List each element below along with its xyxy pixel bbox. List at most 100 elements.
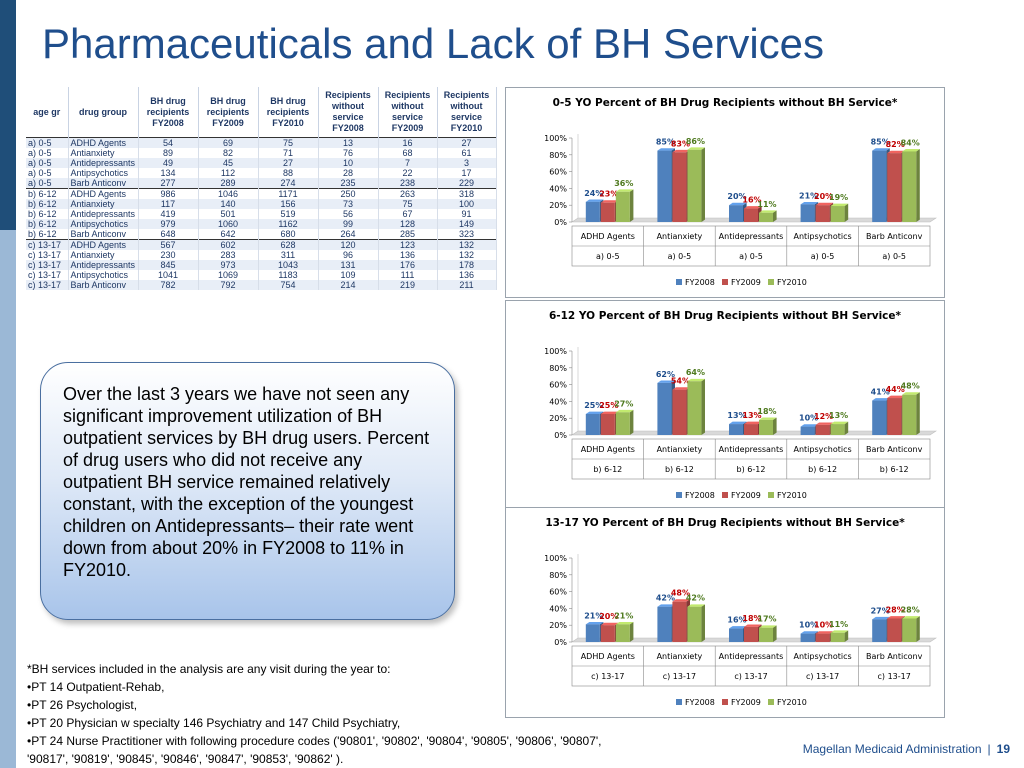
data-label: 86% (686, 137, 705, 146)
table-row: b) 6-12 Antianxiety 117 140 156 73 75 100 (26, 199, 497, 209)
data-label: 41% (871, 388, 890, 397)
bar (657, 148, 675, 222)
bar-top (672, 599, 690, 602)
bar (887, 150, 905, 222)
x-group-label: a) 0-5 (596, 252, 620, 261)
table-cell: 140 (198, 199, 259, 209)
data-label: 18% (742, 614, 761, 623)
table-cell: Antipsychotics (68, 219, 139, 229)
bar-top (759, 417, 777, 420)
table-row: b) 6-12 Antipsychotics 979 1060 1162 99 128 149 (26, 219, 497, 229)
x-group-label: a) 0-5 (739, 252, 763, 261)
bar (687, 378, 705, 435)
table-cell: Barb Anticonv (68, 178, 139, 189)
bar-side (701, 604, 705, 642)
table-cell: 99 (318, 219, 379, 229)
bar-top (600, 622, 619, 626)
footnote-line: •PT 14 Outpatient-Rehab, (27, 680, 165, 694)
x-category-label: ADHD Agents (581, 232, 635, 241)
table-cell: 1162 (258, 219, 319, 229)
legend-label: FY2010 (777, 278, 807, 287)
x-group-label: c) 13-17 (734, 672, 767, 681)
bar-front (830, 632, 845, 642)
table-cell: 88 (258, 168, 319, 178)
table-cell: 49 (138, 158, 199, 168)
bar-front (759, 419, 773, 435)
bar (902, 149, 920, 222)
table-row: a) 0-5 ADHD Agents 54 69 75 13 16 27 (26, 137, 497, 148)
bar-top (887, 616, 905, 619)
y-tick-label: 0% (554, 218, 567, 227)
y-tick-label: 0% (554, 431, 567, 440)
footnote-line: •PT 24 Nurse Practitioner with following… (27, 734, 602, 748)
x-group-label: b) 6-12 (665, 465, 694, 474)
bar (887, 616, 905, 642)
bar-front (657, 382, 672, 435)
table-cell: 1069 (198, 270, 259, 280)
bar-front (672, 389, 687, 435)
data-label: 42% (656, 594, 675, 603)
bar-top (729, 626, 747, 629)
table-cell: Antianxiety (68, 148, 139, 158)
bar-front (600, 202, 615, 222)
chart-title: 0-5 YO Percent of BH Drug Recipients wit… (553, 97, 898, 109)
bar-top (729, 202, 747, 206)
legend-label: FY2010 (777, 491, 807, 500)
data-label: 20% (727, 192, 746, 201)
table-header-cell: drug group (68, 87, 139, 138)
chart-13-17-svg: 13-17 YO Percent of BH Drug Recipients w… (544, 517, 937, 707)
bar-side (773, 210, 777, 222)
table-cell: 642 (198, 229, 259, 240)
table-cell: Antidepressants (68, 260, 139, 270)
bar-front (872, 400, 887, 435)
bar-front (830, 206, 845, 222)
table-row: b) 6-12 Barb Anticonv 648 642 680 264 285 323 (26, 229, 497, 240)
bar-side (916, 149, 920, 222)
legend-swatch (676, 699, 682, 705)
bar-front (729, 205, 743, 222)
data-label: 13% (727, 411, 746, 420)
table-cell: 100 (437, 199, 497, 209)
table-cell: Antidepressants (68, 209, 139, 219)
side-accent-bar (0, 0, 16, 768)
y-tick-label: 100% (544, 554, 567, 563)
table-cell: c) 13-17 (26, 260, 69, 270)
legend-label: FY2008 (685, 278, 715, 287)
table-cell: a) 0-5 (26, 137, 69, 148)
bar (759, 417, 777, 435)
table-cell: a) 0-5 (26, 178, 69, 189)
bar-front (615, 412, 630, 435)
table-row: c) 13-17 ADHD Agents 567 602 628 120 123 132 (26, 239, 497, 250)
bar-front (800, 633, 815, 642)
table-cell: 567 (138, 239, 199, 250)
bar-top (830, 203, 849, 207)
y-tick-label: 80% (549, 151, 567, 160)
table-cell: 229 (437, 178, 497, 189)
x-category-label: Antidepressants (719, 445, 784, 454)
table-cell: 519 (258, 209, 319, 219)
data-label: 25% (599, 401, 618, 410)
chart-title: 13-17 YO Percent of BH Drug Recipients w… (545, 517, 905, 529)
table-cell: 176 (378, 260, 438, 270)
data-label: 48% (671, 589, 690, 598)
legend-swatch (768, 279, 774, 285)
legend-swatch (768, 699, 774, 705)
table-cell: 120 (318, 239, 379, 250)
chart-0-5-svg: 0-5 YO Percent of BH Drug Recipients wit… (544, 97, 937, 287)
table-cell: 73 (318, 199, 379, 209)
y-tick-label: 60% (549, 381, 567, 390)
x-category-label: Antidepressants (719, 652, 784, 661)
bar (744, 624, 762, 642)
bar (687, 147, 705, 222)
table-cell: 973 (198, 260, 259, 270)
data-label: 28% (901, 605, 920, 614)
bar-top (830, 421, 849, 425)
table-cell: 28 (318, 168, 379, 178)
data-label: 42% (686, 594, 705, 603)
data-label: 20% (599, 612, 618, 621)
x-category-label: Antianxiety (657, 445, 703, 454)
legend-swatch (768, 492, 774, 498)
bar-side (629, 621, 634, 642)
bar-top (657, 380, 675, 383)
table-cell: 277 (138, 178, 199, 189)
